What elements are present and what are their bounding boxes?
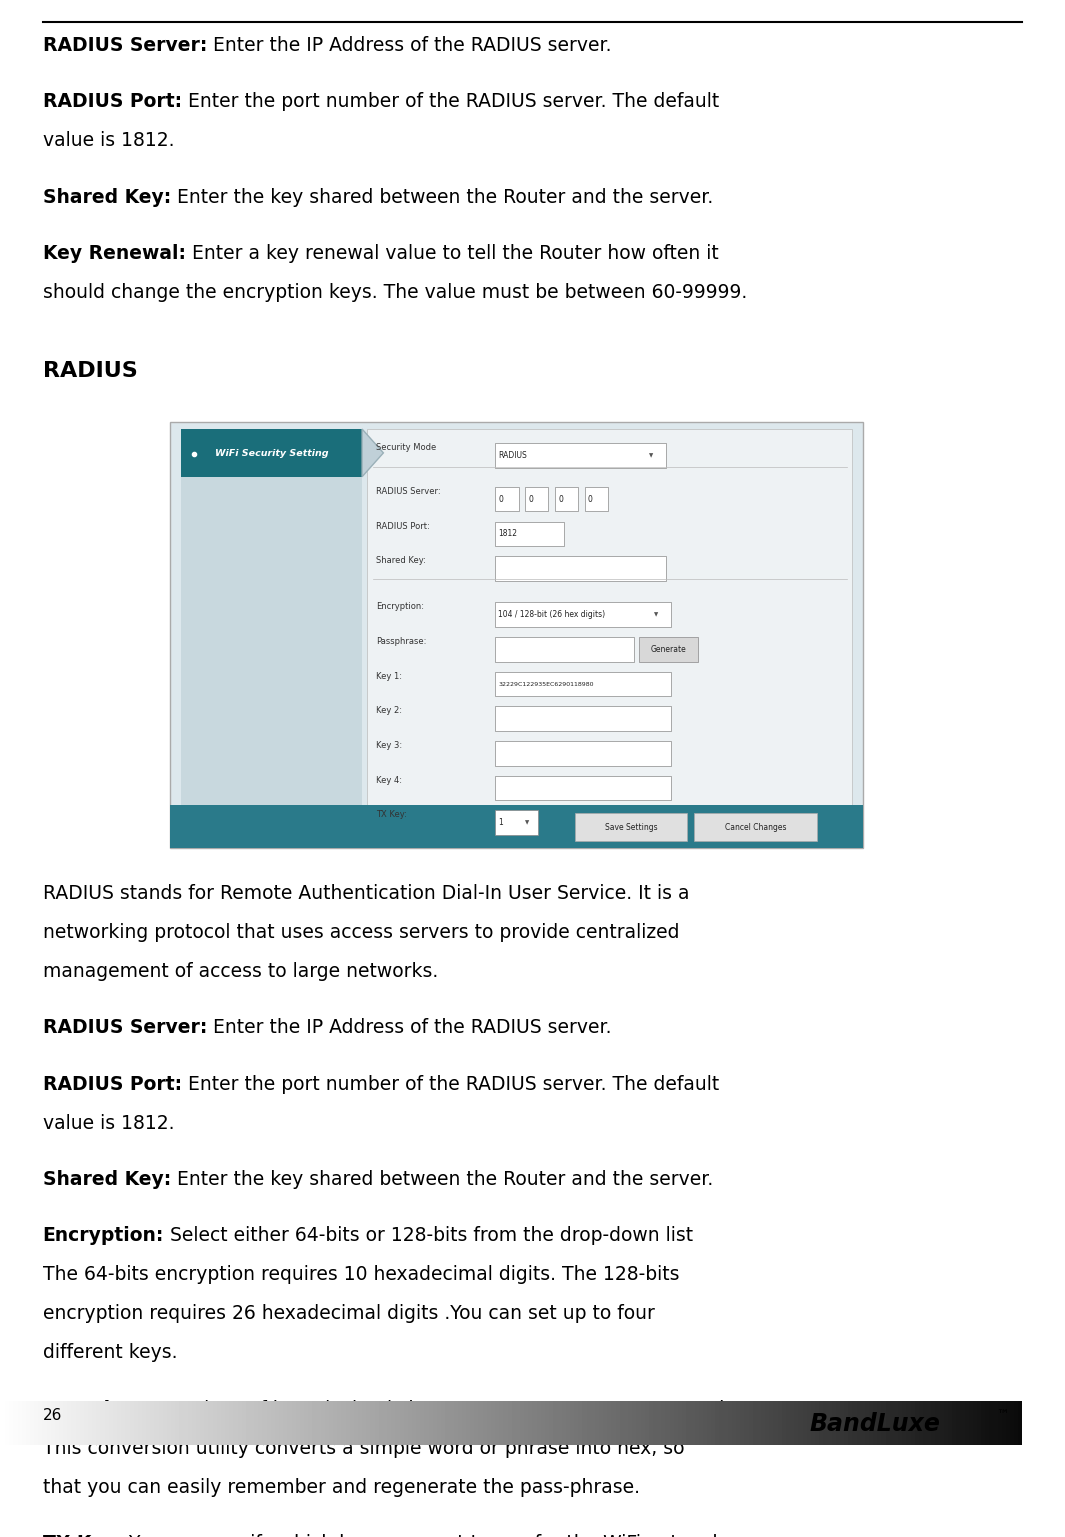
Text: Encryption:: Encryption: [43,1227,164,1245]
FancyBboxPatch shape [181,429,362,476]
Text: Shared Key:: Shared Key: [43,188,170,207]
Text: Passphrase:: Passphrase: [43,1400,171,1419]
Text: Enter the key shared between the Router and the server.: Enter the key shared between the Router … [170,188,714,207]
Text: 104 / 128-bit (26 hex digits): 104 / 128-bit (26 hex digits) [498,610,606,619]
Text: Enter the IP Address of the RADIUS server.: Enter the IP Address of the RADIUS serve… [207,1019,611,1037]
Text: Passphrase:: Passphrase: [376,636,426,646]
Text: Key 4:: Key 4: [376,776,402,785]
Text: The 64-bits encryption requires 10 hexadecimal digits. The 128-bits: The 64-bits encryption requires 10 hexad… [43,1265,679,1285]
Text: Key 3:: Key 3: [376,741,403,750]
FancyBboxPatch shape [575,813,687,841]
FancyBboxPatch shape [367,429,852,841]
Text: RADIUS Server:: RADIUS Server: [376,487,441,496]
Text: Select either 64-bits or 128-bits from the drop-down list: Select either 64-bits or 128-bits from t… [164,1227,693,1245]
FancyBboxPatch shape [181,429,362,841]
Text: Enter the port number of the RADIUS server. The default: Enter the port number of the RADIUS serv… [182,1074,719,1094]
Text: ▼: ▼ [649,453,653,458]
Text: Security Mode: Security Mode [376,444,437,452]
FancyBboxPatch shape [170,805,863,848]
Polygon shape [362,429,383,476]
Text: Shared Key:: Shared Key: [376,556,426,566]
FancyBboxPatch shape [585,487,608,512]
Text: should change the encryption keys. The value must be between 60-99999.: should change the encryption keys. The v… [43,283,747,303]
Text: Key 2:: Key 2: [376,707,402,715]
Text: ▼: ▼ [654,612,658,618]
Text: Generate: Generate [651,646,686,653]
Text: RADIUS Port:: RADIUS Port: [43,92,182,112]
Text: Key Renewal:: Key Renewal: [43,244,185,263]
Text: different keys.: different keys. [43,1343,177,1362]
FancyBboxPatch shape [495,487,519,512]
Text: This conversion utility converts a simple word or phrase into hex, so: This conversion utility converts a simpl… [43,1439,684,1459]
FancyBboxPatch shape [170,421,863,848]
Text: Enter a key renewal value to tell the Router how often it: Enter a key renewal value to tell the Ro… [185,244,719,263]
Text: management of access to large networks.: management of access to large networks. [43,962,438,981]
Text: 1812: 1812 [498,529,518,538]
Text: encryption requires 26 hexadecimal digits .You can set up to four: encryption requires 26 hexadecimal digit… [43,1305,655,1323]
FancyBboxPatch shape [525,487,548,512]
FancyBboxPatch shape [694,813,817,841]
FancyBboxPatch shape [495,556,666,581]
Text: 0: 0 [588,495,593,504]
FancyBboxPatch shape [1022,1402,1065,1445]
Text: ▼: ▼ [525,821,529,825]
Text: You can specify which key you want to use for the WiFi network.: You can specify which key you want to us… [124,1534,730,1537]
Text: 26: 26 [43,1408,62,1423]
Text: Strings of hexadecimal characters are not easy to remember.: Strings of hexadecimal characters are no… [171,1400,754,1419]
Text: Shared Key:: Shared Key: [43,1170,170,1190]
Text: RADIUS: RADIUS [498,452,527,460]
Text: WiFi Security Setting: WiFi Security Setting [215,449,328,458]
Text: that you can easily remember and regenerate the pass-phrase.: that you can easily remember and regener… [43,1479,640,1497]
FancyBboxPatch shape [555,487,578,512]
Text: Enter the port number of the RADIUS server. The default: Enter the port number of the RADIUS serv… [182,92,719,112]
FancyBboxPatch shape [495,707,671,732]
Text: Key 1:: Key 1: [376,672,402,681]
Text: ™: ™ [996,1409,1009,1422]
FancyBboxPatch shape [495,603,671,627]
Text: RADIUS Port:: RADIUS Port: [376,521,429,530]
Text: RADIUS Server:: RADIUS Server: [43,35,207,55]
Text: RADIUS Server:: RADIUS Server: [43,1019,207,1037]
Text: RADIUS: RADIUS [43,361,137,381]
Text: networking protocol that uses access servers to provide centralized: networking protocol that uses access ser… [43,924,679,942]
FancyBboxPatch shape [495,521,564,546]
Text: value is 1812.: value is 1812. [43,132,174,151]
Text: RADIUS Port:: RADIUS Port: [43,1074,182,1094]
Text: Encryption:: Encryption: [376,603,424,612]
Text: BandLuxe: BandLuxe [809,1413,940,1437]
Text: 32229C122935EC6290118980: 32229C122935EC6290118980 [498,681,594,687]
FancyBboxPatch shape [639,636,698,661]
Text: 1: 1 [498,818,503,827]
FancyBboxPatch shape [495,741,671,765]
FancyBboxPatch shape [495,444,666,469]
Text: 0: 0 [558,495,563,504]
FancyBboxPatch shape [495,672,671,696]
Text: Enter the key shared between the Router and the server.: Enter the key shared between the Router … [170,1170,714,1190]
Text: RADIUS stands for Remote Authentication Dial-In User Service. It is a: RADIUS stands for Remote Authentication … [43,884,689,904]
Text: 0: 0 [528,495,534,504]
FancyBboxPatch shape [495,636,634,661]
FancyBboxPatch shape [495,776,671,801]
FancyBboxPatch shape [495,810,538,835]
Text: value is 1812.: value is 1812. [43,1114,174,1133]
Text: TX Key:: TX Key: [376,810,407,819]
Text: Cancel Changes: Cancel Changes [725,822,786,832]
Text: 0: 0 [498,495,504,504]
Text: Enter the IP Address of the RADIUS server.: Enter the IP Address of the RADIUS serve… [207,35,611,55]
Text: Save Settings: Save Settings [605,822,657,832]
Text: TX Key:: TX Key: [43,1534,124,1537]
